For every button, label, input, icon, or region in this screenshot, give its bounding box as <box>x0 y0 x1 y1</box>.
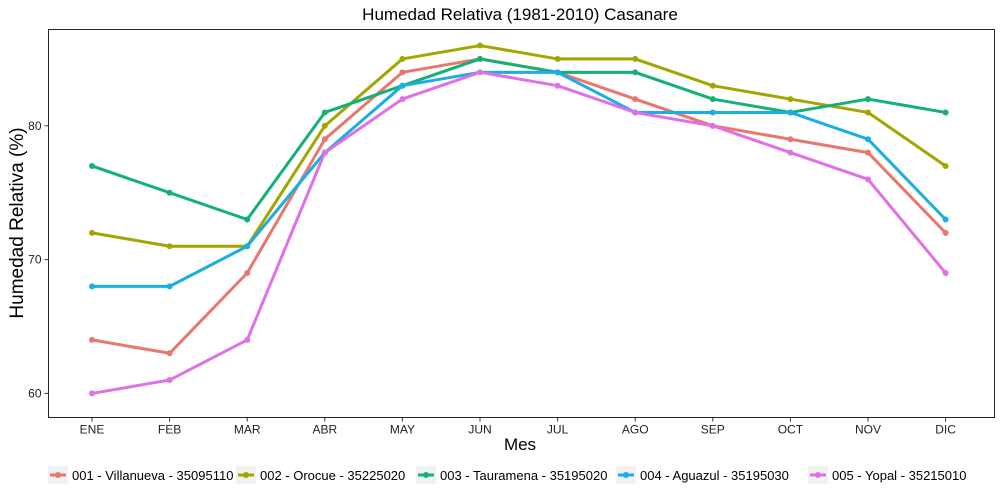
data-point <box>865 176 871 183</box>
legend-label: 004 - Aguazul - 35195030 <box>640 468 789 483</box>
x-axis-title: Mes <box>504 435 536 454</box>
data-point <box>942 229 949 236</box>
data-point <box>709 122 716 129</box>
legend-item: 004 - Aguazul - 35195030 <box>616 466 789 484</box>
x-tick-label: ENE <box>80 423 105 437</box>
x-tick-label: FEB <box>158 423 181 437</box>
data-point <box>399 82 406 89</box>
data-point <box>89 390 95 397</box>
data-point <box>89 162 95 169</box>
data-point <box>942 162 949 169</box>
series-line <box>90 44 948 248</box>
data-point <box>942 109 949 116</box>
legend-point <box>423 472 429 478</box>
data-point <box>865 136 871 143</box>
data-point <box>554 55 561 62</box>
legend-item: 001 - Villanueva - 35095110 <box>48 466 233 484</box>
data-point <box>477 69 483 76</box>
data-point <box>399 55 406 62</box>
legend-label: 005 - Yopal - 35215010 <box>832 468 966 483</box>
y-axis: 60 70 80 <box>28 119 49 400</box>
data-point <box>632 55 639 62</box>
x-tick-label: ABR <box>312 423 337 437</box>
x-tick-label: OCT <box>778 423 804 437</box>
x-tick-label: JUN <box>468 423 491 437</box>
data-point <box>166 189 173 196</box>
legend-item: 002 - Orocue - 35225020 <box>236 466 405 484</box>
series-line <box>90 70 948 395</box>
y-tick-label: 80 <box>28 119 42 133</box>
x-tick-label: DIC <box>935 423 956 437</box>
data-point <box>321 109 328 116</box>
data-point <box>321 122 328 129</box>
data-point <box>166 377 173 384</box>
data-point <box>89 283 95 290</box>
data-point <box>477 55 483 62</box>
legend-item: 003 - Tauramena - 35195020 <box>416 466 607 484</box>
data-point <box>244 336 251 343</box>
x-tick-label: MAR <box>234 423 261 437</box>
data-point <box>787 96 794 103</box>
y-tick-label: 60 <box>28 386 42 400</box>
chart-title: Humedad Relativa (1981-2010) Casanare <box>362 5 678 24</box>
data-point <box>865 109 871 116</box>
legend-label: 001 - Villanueva - 35095110 <box>72 468 233 483</box>
data-point <box>709 96 716 103</box>
data-point <box>244 243 251 250</box>
data-point <box>787 109 794 116</box>
data-point <box>709 82 716 89</box>
data-point <box>632 109 639 116</box>
legend-label: 003 - Tauramena - 35195020 <box>440 468 607 483</box>
data-point <box>554 69 561 76</box>
plot-panel <box>48 29 995 418</box>
data-point <box>321 136 328 143</box>
series-1 <box>89 55 949 357</box>
x-axis: ENE FEB MAR ABR MAY JUN JUL AGO SEP OCT NOV DIC <box>80 417 956 437</box>
data-point <box>244 270 251 277</box>
data-point <box>399 96 406 103</box>
x-tick-label: SEP <box>701 423 725 437</box>
series-line <box>90 57 948 221</box>
series-2 <box>89 42 949 250</box>
data-point <box>709 109 716 116</box>
data-point <box>166 283 173 290</box>
data-point <box>321 149 328 156</box>
series-3 <box>89 55 949 223</box>
series-line <box>90 70 948 288</box>
legend-point <box>815 472 821 478</box>
data-point <box>787 149 794 156</box>
series-5 <box>89 69 949 397</box>
y-tick-label: 70 <box>28 253 42 267</box>
data-point <box>865 149 871 156</box>
data-point <box>942 216 949 223</box>
x-tick-label: NOV <box>855 423 881 437</box>
data-point <box>244 216 251 223</box>
data-point <box>554 82 561 89</box>
data-point <box>89 229 95 236</box>
data-point <box>942 270 949 277</box>
x-tick-label: MAY <box>390 423 415 437</box>
data-point <box>865 96 871 103</box>
data-point <box>166 350 173 357</box>
data-point <box>477 42 483 49</box>
data-point <box>89 336 95 343</box>
series-4 <box>89 69 949 290</box>
legend-item: 005 - Yopal - 35215010 <box>808 466 966 484</box>
data-point <box>166 243 173 250</box>
legend-point <box>243 472 249 478</box>
legend: 001 - Villanueva - 35095110 002 - Orocue … <box>48 466 966 484</box>
data-point <box>399 69 406 76</box>
data-point <box>787 136 794 143</box>
x-tick-label: AGO <box>622 423 649 437</box>
legend-label: 002 - Orocue - 35225020 <box>260 468 405 483</box>
y-axis-title: Humedad Relativa (%) <box>7 127 28 318</box>
data-point <box>632 96 639 103</box>
data-point <box>632 69 639 76</box>
x-tick-label: JUL <box>547 423 569 437</box>
series-lines <box>89 42 949 397</box>
legend-point <box>623 472 629 478</box>
legend-point <box>55 472 61 478</box>
